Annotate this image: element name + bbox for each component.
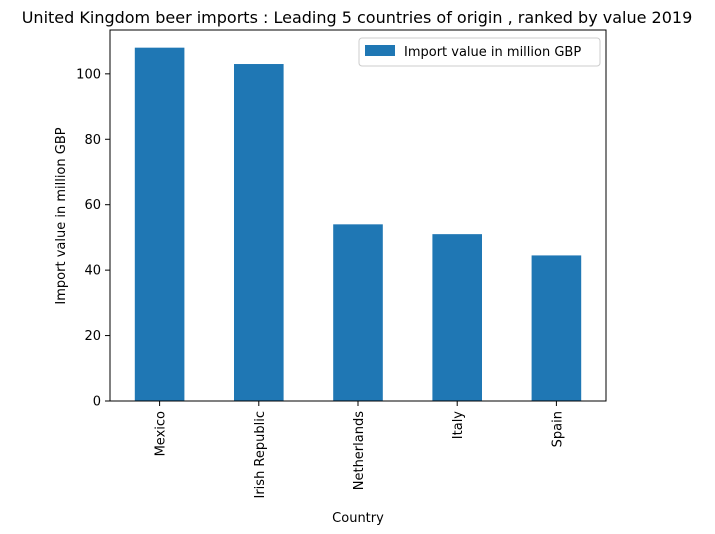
x-axis-label: Country (332, 511, 384, 526)
x-tick-label: Irish Republic (253, 411, 268, 499)
y-tick-label: 40 (84, 264, 101, 279)
bar-irish-republic (234, 64, 284, 401)
x-tick-label: Italy (451, 411, 466, 440)
legend-swatch (365, 45, 395, 56)
y-axis-label: Import value in million GBP (54, 127, 69, 304)
x-axis: Mexico Irish Republic Netherlands Italy Spai… (154, 401, 565, 499)
x-tick-label: Spain (550, 411, 565, 447)
y-tick-label: 100 (76, 67, 101, 82)
y-tick-label: 0 (93, 395, 101, 410)
legend-label: Import value in million GBP (404, 45, 581, 60)
legend: Import value in million GBP (358, 37, 601, 67)
bar-mexico (134, 47, 185, 402)
y-axis: 0 20 40 60 80 100 (76, 67, 110, 410)
chart-title: United Kingdom beer imports : Leading 5 … (22, 8, 693, 27)
plot-frame (109, 29, 607, 402)
x-tick-label: Netherlands (352, 411, 367, 490)
bar-netherlands (333, 224, 383, 401)
bar-spain (531, 255, 582, 401)
y-tick-label: 20 (84, 329, 101, 344)
legend-box (358, 37, 601, 67)
y-tick-label: 80 (84, 133, 101, 148)
bar-italy (432, 234, 482, 401)
bars-group (134, 47, 582, 402)
x-tick-label: Mexico (154, 411, 169, 456)
y-tick-label: 60 (84, 198, 101, 213)
